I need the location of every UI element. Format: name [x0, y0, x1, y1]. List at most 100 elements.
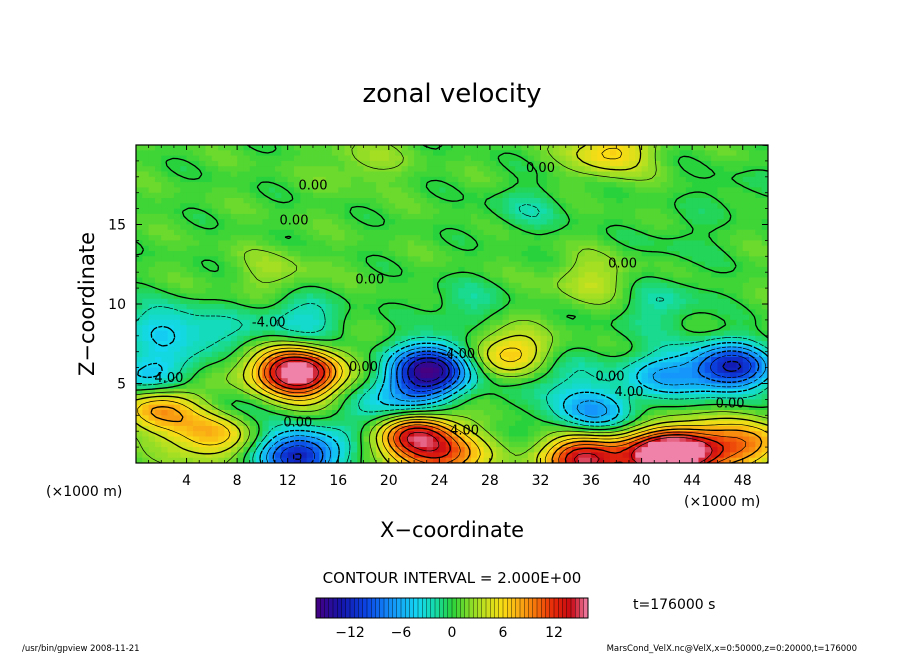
heat-cell	[205, 399, 213, 406]
heat-cell	[312, 367, 320, 374]
heat-cell	[477, 288, 485, 294]
heat-cell	[218, 388, 226, 395]
heat-cell	[496, 224, 504, 231]
heat-cell	[344, 319, 352, 326]
heat-cell	[717, 176, 725, 183]
heat-cell	[294, 150, 301, 157]
heat-cell	[407, 388, 415, 395]
heat-cell	[603, 272, 611, 279]
heat-cell	[742, 325, 750, 332]
heat-cell	[742, 362, 750, 369]
heat-cell	[136, 378, 143, 385]
heat-cell	[199, 293, 207, 300]
heat-cell	[249, 160, 257, 167]
heat-cell	[319, 182, 327, 188]
heat-cell	[136, 266, 143, 273]
heat-cell	[685, 378, 693, 385]
heat-cell	[218, 309, 226, 316]
heat-cell	[249, 314, 257, 321]
heat-cell	[527, 182, 535, 188]
heat-cell	[654, 160, 662, 167]
heat-cell	[154, 351, 162, 358]
heat-cell	[249, 325, 257, 332]
heat-cell	[205, 404, 213, 411]
heat-cell	[723, 277, 731, 284]
heat-cell	[319, 219, 327, 226]
heat-cell	[142, 282, 150, 289]
heat-cell	[755, 383, 763, 390]
heat-cell	[433, 150, 440, 157]
heat-cell	[256, 160, 263, 167]
heat-cell	[610, 351, 617, 358]
heat-cell	[742, 235, 750, 241]
heat-cell	[616, 388, 624, 395]
heat-cell	[483, 266, 491, 273]
heat-cell	[180, 166, 188, 173]
heat-cell	[641, 282, 649, 289]
heat-cell	[616, 335, 624, 342]
heat-cell	[218, 378, 226, 385]
heat-cell	[603, 176, 611, 183]
heat-cell	[312, 404, 320, 411]
heat-cell	[502, 272, 510, 279]
heat-cell	[439, 335, 447, 342]
heat-cell	[553, 341, 561, 347]
heat-cell	[300, 171, 308, 178]
heat-cell	[312, 272, 320, 279]
heat-cell	[666, 261, 674, 268]
heat-cell	[654, 166, 662, 173]
heat-cell	[306, 192, 314, 199]
heat-cell	[420, 192, 428, 199]
heat-cell	[344, 330, 352, 337]
heat-cell	[736, 383, 744, 390]
heat-cell	[515, 282, 523, 289]
heat-cell	[546, 346, 554, 353]
heat-cell	[281, 171, 289, 178]
heat-cell	[647, 266, 655, 273]
heat-cell	[401, 192, 409, 199]
heat-cell	[572, 388, 579, 395]
heat-cell	[306, 288, 314, 294]
heat-cell	[736, 293, 744, 300]
heat-cell	[673, 277, 681, 284]
heat-cell	[641, 240, 649, 247]
heat-cell	[395, 176, 403, 183]
heat-cell	[616, 282, 624, 289]
heat-cell	[660, 198, 668, 204]
heat-cell	[344, 229, 352, 236]
heat-cell	[180, 325, 188, 332]
heat-cell	[572, 256, 579, 263]
heat-cell	[420, 314, 428, 321]
heat-cell	[692, 208, 700, 215]
heat-cell	[496, 330, 504, 337]
heat-cell	[388, 160, 396, 167]
heat-cell	[262, 240, 270, 247]
heat-cell	[553, 171, 561, 178]
heat-cell	[641, 145, 649, 151]
heat-cell	[376, 145, 384, 151]
heat-cell	[755, 261, 763, 268]
heat-cell	[452, 367, 459, 374]
heat-cell	[553, 388, 561, 395]
heat-cell	[483, 235, 491, 241]
heat-cell	[180, 319, 188, 326]
heat-cell	[382, 224, 390, 231]
heat-cell	[287, 155, 295, 162]
heat-cell	[199, 198, 207, 204]
heat-cell	[597, 362, 605, 369]
heat-cell	[249, 224, 257, 231]
heat-cell	[142, 224, 150, 231]
heat-cell	[275, 176, 282, 183]
heat-cell	[262, 372, 270, 379]
heat-cell	[521, 388, 529, 395]
heat-cell	[395, 367, 403, 374]
heat-cell	[338, 314, 346, 321]
heat-cell	[452, 325, 459, 332]
heat-cell	[692, 150, 700, 157]
heat-cell	[730, 261, 737, 268]
heat-cell	[325, 166, 333, 173]
heat-cell	[616, 229, 624, 236]
heat-cell	[445, 256, 453, 263]
heat-cell	[256, 314, 263, 321]
heat-cell	[433, 335, 440, 342]
